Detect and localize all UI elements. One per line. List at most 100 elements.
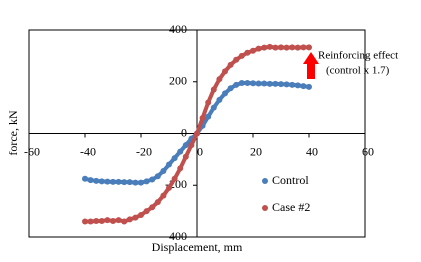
data-point: [205, 99, 212, 106]
data-point: [266, 80, 273, 87]
data-point: [160, 168, 167, 175]
arrow: [303, 52, 319, 79]
data-point: [227, 61, 234, 68]
data-point: [188, 142, 195, 149]
data-point: [300, 83, 307, 90]
y-tick-label: 0: [181, 125, 187, 139]
data-point: [126, 179, 133, 186]
data-point: [294, 44, 301, 51]
data-point: [166, 161, 172, 168]
data-point: [289, 44, 296, 51]
annotation: Reinforcing effect: [318, 50, 398, 62]
data-point: [104, 178, 111, 185]
data-point: [255, 45, 262, 52]
data-point: [132, 214, 139, 221]
legend-marker: [262, 178, 268, 184]
data-point: [306, 83, 312, 90]
x-tick-label: -60: [24, 144, 40, 158]
data-point: [199, 114, 206, 121]
legend-marker: [262, 205, 268, 211]
data-point: [154, 199, 161, 206]
data-point: [250, 80, 256, 87]
data-point: [82, 175, 88, 182]
data-point: [104, 217, 111, 224]
data-point: [261, 80, 268, 87]
data-point: [166, 184, 172, 191]
data-point: [138, 179, 144, 186]
data-point: [300, 44, 307, 51]
data-point: [115, 178, 122, 185]
x-tick-label: 0: [197, 144, 203, 158]
data-point: [261, 44, 268, 51]
x-tick-label: 60: [362, 144, 374, 158]
data-point: [93, 217, 100, 224]
data-point: [171, 175, 178, 182]
data-point: [115, 217, 122, 224]
data-point: [216, 96, 223, 103]
data-point: [278, 44, 284, 51]
data-point: [121, 218, 128, 225]
data-point: [98, 178, 105, 185]
data-point: [149, 204, 156, 211]
data-point: [110, 217, 116, 224]
data-point: [154, 173, 161, 180]
data-point: [177, 148, 184, 155]
data-point: [272, 44, 279, 51]
data-point: [233, 56, 240, 63]
x-tick-label: 20: [250, 144, 262, 158]
data-point: [255, 80, 262, 87]
data-point: [289, 81, 296, 88]
data-point: [278, 81, 284, 88]
data-point: [238, 80, 245, 87]
data-point: [182, 142, 189, 149]
data-point: [194, 130, 200, 137]
y-tick-label: 400: [169, 22, 187, 36]
x-tick-label: -20: [136, 144, 152, 158]
data-point: [244, 80, 251, 87]
data-point: [82, 218, 88, 225]
data-point: [143, 208, 150, 215]
data-point: [216, 76, 223, 83]
data-point: [126, 216, 133, 223]
data-point: [205, 113, 212, 120]
x-axis-label: Displacement, mm: [152, 240, 243, 254]
y-axis-label: force, kN: [6, 110, 20, 156]
data-point: [171, 155, 178, 162]
x-tick-label: -40: [80, 144, 96, 158]
data-point: [210, 86, 217, 93]
data-point: [306, 44, 312, 51]
data-point: [283, 44, 290, 51]
data-point: [149, 176, 156, 183]
y-tick-label: -400: [165, 229, 187, 243]
data-point: [227, 85, 234, 92]
data-point: [244, 49, 251, 56]
data-point: [222, 90, 228, 97]
y-tick-label: 200: [169, 74, 187, 88]
data-point: [272, 80, 279, 87]
data-point: [177, 165, 184, 172]
legend-label: Control: [272, 173, 309, 187]
data-point: [138, 212, 144, 219]
data-point: [132, 179, 139, 186]
data-point: [182, 153, 189, 160]
x-tick-label: 40: [306, 144, 318, 158]
annotation: (control x 1.7): [326, 65, 390, 77]
data-point: [210, 104, 217, 111]
data-point: [250, 47, 256, 54]
data-point: [87, 218, 94, 225]
data-point: [238, 52, 245, 59]
legend-label: Case #2: [272, 200, 310, 214]
data-point: [87, 177, 94, 184]
data-point: [93, 177, 100, 184]
data-point: [160, 192, 167, 199]
data-point: [110, 178, 116, 185]
data-point: [283, 81, 290, 88]
data-point: [266, 43, 273, 50]
data-point: [143, 178, 150, 185]
data-point: [121, 179, 128, 186]
data-point: [98, 217, 105, 224]
data-point: [233, 81, 240, 88]
data-point: [294, 82, 301, 89]
data-point: [222, 68, 228, 75]
